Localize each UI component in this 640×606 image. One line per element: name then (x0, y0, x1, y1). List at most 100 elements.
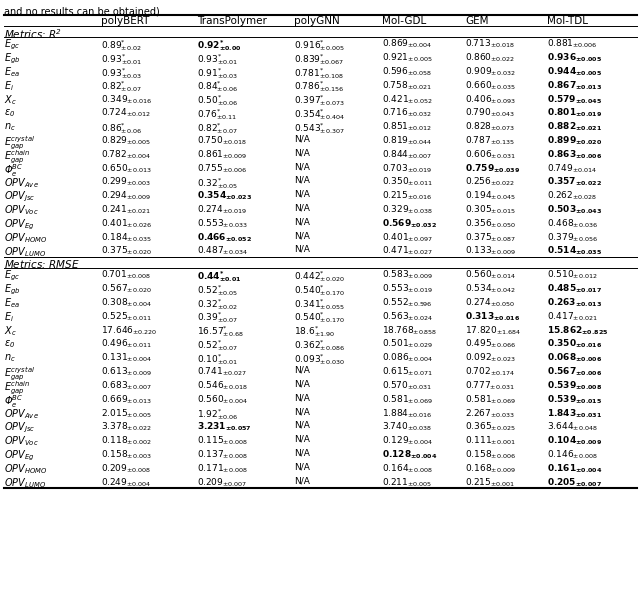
Text: $E^{chain}_{gap}$: $E^{chain}_{gap}$ (4, 148, 30, 166)
Text: $0.249_{\pm 0.004}$: $0.249_{\pm 0.004}$ (101, 476, 151, 488)
Text: $0.82^{*}_{\pm 0.07}$: $0.82^{*}_{\pm 0.07}$ (197, 121, 237, 136)
Text: $0.262_{\pm 0.028}$: $0.262_{\pm 0.028}$ (547, 190, 597, 202)
Text: N/A: N/A (294, 365, 310, 375)
Text: $\Phi^{BC}_e$: $\Phi^{BC}_e$ (4, 393, 23, 410)
Text: $0.146_{\pm 0.008}$: $0.146_{\pm 0.008}$ (547, 448, 598, 461)
Text: N/A: N/A (294, 218, 310, 227)
Text: $0.93^{*}_{\pm 0.03}$: $0.93^{*}_{\pm 0.03}$ (101, 65, 142, 81)
Text: $0.111_{\pm 0.001}$: $0.111_{\pm 0.001}$ (465, 435, 516, 447)
Text: $0.581_{\pm 0.069}$: $0.581_{\pm 0.069}$ (382, 393, 433, 405)
Text: $0.171_{\pm 0.008}$: $0.171_{\pm 0.008}$ (197, 462, 248, 474)
Text: $0.375_{\pm 0.087}$: $0.375_{\pm 0.087}$ (465, 231, 516, 244)
Text: $0.570_{\pm 0.031}$: $0.570_{\pm 0.031}$ (382, 379, 432, 392)
Text: $3.378_{\pm 0.022}$: $3.378_{\pm 0.022}$ (101, 421, 152, 433)
Text: $0.164_{\pm 0.008}$: $0.164_{\pm 0.008}$ (382, 462, 433, 474)
Text: $0.777_{\pm 0.031}$: $0.777_{\pm 0.031}$ (465, 379, 515, 392)
Text: $OPV_{Ave}$: $OPV_{Ave}$ (4, 176, 39, 190)
Text: $0.209_{\pm 0.008}$: $0.209_{\pm 0.008}$ (101, 462, 151, 474)
Text: $0.308_{\pm 0.004}$: $0.308_{\pm 0.004}$ (101, 296, 152, 309)
Text: $0.750_{\pm 0.018}$: $0.750_{\pm 0.018}$ (197, 135, 247, 147)
Text: $0.194_{\pm 0.045}$: $0.194_{\pm 0.045}$ (465, 190, 516, 202)
Text: $0.916^{*}_{\pm 0.005}$: $0.916^{*}_{\pm 0.005}$ (294, 38, 345, 53)
Text: $E_{gc}$: $E_{gc}$ (4, 269, 20, 284)
Text: $\mathbf{0.944}_{\pm 0.005}$: $\mathbf{0.944}_{\pm 0.005}$ (547, 65, 602, 78)
Text: $\mathbf{0.466}_{\pm 0.052}$: $\mathbf{0.466}_{\pm 0.052}$ (197, 231, 252, 244)
Text: $\mathbf{0.354}_{\pm 0.023}$: $\mathbf{0.354}_{\pm 0.023}$ (197, 190, 252, 202)
Text: $0.501_{\pm 0.029}$: $0.501_{\pm 0.029}$ (382, 338, 433, 350)
Text: $0.563_{\pm 0.024}$: $0.563_{\pm 0.024}$ (382, 310, 433, 323)
Text: GEM: GEM (465, 16, 488, 26)
Text: $E_{gb}$: $E_{gb}$ (4, 52, 20, 66)
Text: $0.749_{\pm 0.014}$: $0.749_{\pm 0.014}$ (547, 162, 597, 175)
Text: $OPV_{Ave}$: $OPV_{Ave}$ (4, 407, 39, 421)
Text: $0.583_{\pm 0.009}$: $0.583_{\pm 0.009}$ (382, 269, 433, 282)
Text: N/A: N/A (294, 393, 310, 402)
Text: $0.184_{\pm 0.035}$: $0.184_{\pm 0.035}$ (101, 231, 152, 244)
Text: $17.820_{\pm 1.684}$: $17.820_{\pm 1.684}$ (465, 324, 521, 337)
Text: $0.790_{\pm 0.043}$: $0.790_{\pm 0.043}$ (465, 107, 515, 119)
Text: N/A: N/A (294, 245, 310, 254)
Text: $X_c$: $X_c$ (4, 93, 17, 107)
Text: $n_c$: $n_c$ (4, 352, 16, 364)
Text: $0.158_{\pm 0.003}$: $0.158_{\pm 0.003}$ (101, 448, 152, 461)
Text: $0.650_{\pm 0.013}$: $0.650_{\pm 0.013}$ (101, 162, 152, 175)
Text: $0.495_{\pm 0.066}$: $0.495_{\pm 0.066}$ (465, 338, 516, 350)
Text: $0.861_{\pm 0.009}$: $0.861_{\pm 0.009}$ (197, 148, 248, 161)
Text: Mol-GDL: Mol-GDL (382, 16, 426, 26)
Text: $0.782_{\pm 0.004}$: $0.782_{\pm 0.004}$ (101, 148, 151, 161)
Text: $E_{ea}$: $E_{ea}$ (4, 65, 20, 79)
Text: $0.406_{\pm 0.093}$: $0.406_{\pm 0.093}$ (465, 93, 516, 105)
Text: $0.93^{*}_{\pm 0.01}$: $0.93^{*}_{\pm 0.01}$ (197, 52, 238, 67)
Text: $0.341^{*}_{\pm 0.055}$: $0.341^{*}_{\pm 0.055}$ (294, 296, 345, 311)
Text: $\mathbf{0.863}_{\pm 0.006}$: $\mathbf{0.863}_{\pm 0.006}$ (547, 148, 602, 161)
Text: $X_c$: $X_c$ (4, 324, 17, 338)
Text: $0.703_{\pm 0.019}$: $0.703_{\pm 0.019}$ (382, 162, 432, 175)
Text: $0.553_{\pm 0.033}$: $0.553_{\pm 0.033}$ (197, 218, 248, 230)
Text: N/A: N/A (294, 421, 310, 430)
Text: $\mathbf{0.44}^{*}_{\pm 0.01}$: $\mathbf{0.44}^{*}_{\pm 0.01}$ (197, 269, 242, 284)
Text: $0.525_{\pm 0.011}$: $0.525_{\pm 0.011}$ (101, 310, 152, 323)
Text: $0.356_{\pm 0.050}$: $0.356_{\pm 0.050}$ (465, 218, 516, 230)
Text: $\mathbf{0.801}_{\pm 0.019}$: $\mathbf{0.801}_{\pm 0.019}$ (547, 107, 602, 119)
Text: $\Phi^{BC}_e$: $\Phi^{BC}_e$ (4, 162, 23, 179)
Text: $0.716_{\pm 0.032}$: $0.716_{\pm 0.032}$ (382, 107, 432, 119)
Text: $0.421_{\pm 0.052}$: $0.421_{\pm 0.052}$ (382, 93, 433, 105)
Text: $0.755_{\pm 0.006}$: $0.755_{\pm 0.006}$ (197, 162, 247, 175)
Text: $\mathbf{0.569}_{\pm 0.032}$: $\mathbf{0.569}_{\pm 0.032}$ (382, 218, 437, 230)
Text: $0.540^{*}_{\pm 0.170}$: $0.540^{*}_{\pm 0.170}$ (294, 310, 345, 325)
Text: $\mathbf{0.357}_{\pm 0.022}$: $\mathbf{0.357}_{\pm 0.022}$ (547, 176, 602, 188)
Text: Metrics: $RMSE$: Metrics: $RMSE$ (4, 258, 80, 270)
Text: Mol-TDL: Mol-TDL (547, 16, 588, 26)
Text: $0.442^{*}_{\pm 0.020}$: $0.442^{*}_{\pm 0.020}$ (294, 269, 345, 284)
Text: polyGNN: polyGNN (294, 16, 340, 26)
Text: $0.881_{\pm 0.006}$: $0.881_{\pm 0.006}$ (547, 38, 598, 50)
Text: TransPolymer: TransPolymer (197, 16, 267, 26)
Text: $0.869_{\pm 0.004}$: $0.869_{\pm 0.004}$ (382, 38, 433, 50)
Text: $0.118_{\pm 0.002}$: $0.118_{\pm 0.002}$ (101, 435, 152, 447)
Text: $0.093^{*}_{\pm 0.030}$: $0.093^{*}_{\pm 0.030}$ (294, 352, 345, 367)
Text: N/A: N/A (294, 190, 310, 199)
Text: $0.350_{\pm 0.011}$: $0.350_{\pm 0.011}$ (382, 176, 433, 188)
Text: $\mathbf{0.514}_{\pm 0.035}$: $\mathbf{0.514}_{\pm 0.035}$ (547, 245, 602, 258)
Text: $0.787_{\pm 0.135}$: $0.787_{\pm 0.135}$ (465, 135, 515, 147)
Text: $0.496_{\pm 0.011}$: $0.496_{\pm 0.011}$ (101, 338, 152, 350)
Text: $OPV_{Eg}$: $OPV_{Eg}$ (4, 218, 35, 232)
Text: $\mathbf{0.579}_{\pm 0.045}$: $\mathbf{0.579}_{\pm 0.045}$ (547, 93, 602, 105)
Text: $0.89^{*}_{\pm 0.02}$: $0.89^{*}_{\pm 0.02}$ (101, 38, 141, 53)
Text: $0.349_{\pm 0.016}$: $0.349_{\pm 0.016}$ (101, 93, 152, 105)
Text: $\mathbf{1.843}_{\pm 0.031}$: $\mathbf{1.843}_{\pm 0.031}$ (547, 407, 602, 419)
Text: $0.131_{\pm 0.004}$: $0.131_{\pm 0.004}$ (101, 352, 152, 364)
Text: $0.781^{*}_{\pm 0.108}$: $0.781^{*}_{\pm 0.108}$ (294, 65, 344, 81)
Text: $0.701_{\pm 0.008}$: $0.701_{\pm 0.008}$ (101, 269, 151, 282)
Text: $0.553_{\pm 0.019}$: $0.553_{\pm 0.019}$ (382, 283, 433, 295)
Text: $0.401_{\pm 0.097}$: $0.401_{\pm 0.097}$ (382, 231, 433, 244)
Text: $E_{gb}$: $E_{gb}$ (4, 283, 20, 297)
Text: $\mathbf{0.263}_{\pm 0.013}$: $\mathbf{0.263}_{\pm 0.013}$ (547, 296, 602, 309)
Text: $E^{crystal}_{gap}$: $E^{crystal}_{gap}$ (4, 135, 35, 152)
Text: $1.92^{*}_{\pm 0.06}$: $1.92^{*}_{\pm 0.06}$ (197, 407, 238, 422)
Text: $0.52^{*}_{\pm 0.07}$: $0.52^{*}_{\pm 0.07}$ (197, 338, 238, 353)
Text: $0.50^{*}_{\pm 0.06}$: $0.50^{*}_{\pm 0.06}$ (197, 93, 238, 108)
Text: $0.471_{\pm 0.027}$: $0.471_{\pm 0.027}$ (382, 245, 433, 258)
Text: $\mathbf{0.205}_{\pm 0.007}$: $\mathbf{0.205}_{\pm 0.007}$ (547, 476, 602, 488)
Text: $0.092_{\pm 0.023}$: $0.092_{\pm 0.023}$ (465, 352, 516, 364)
